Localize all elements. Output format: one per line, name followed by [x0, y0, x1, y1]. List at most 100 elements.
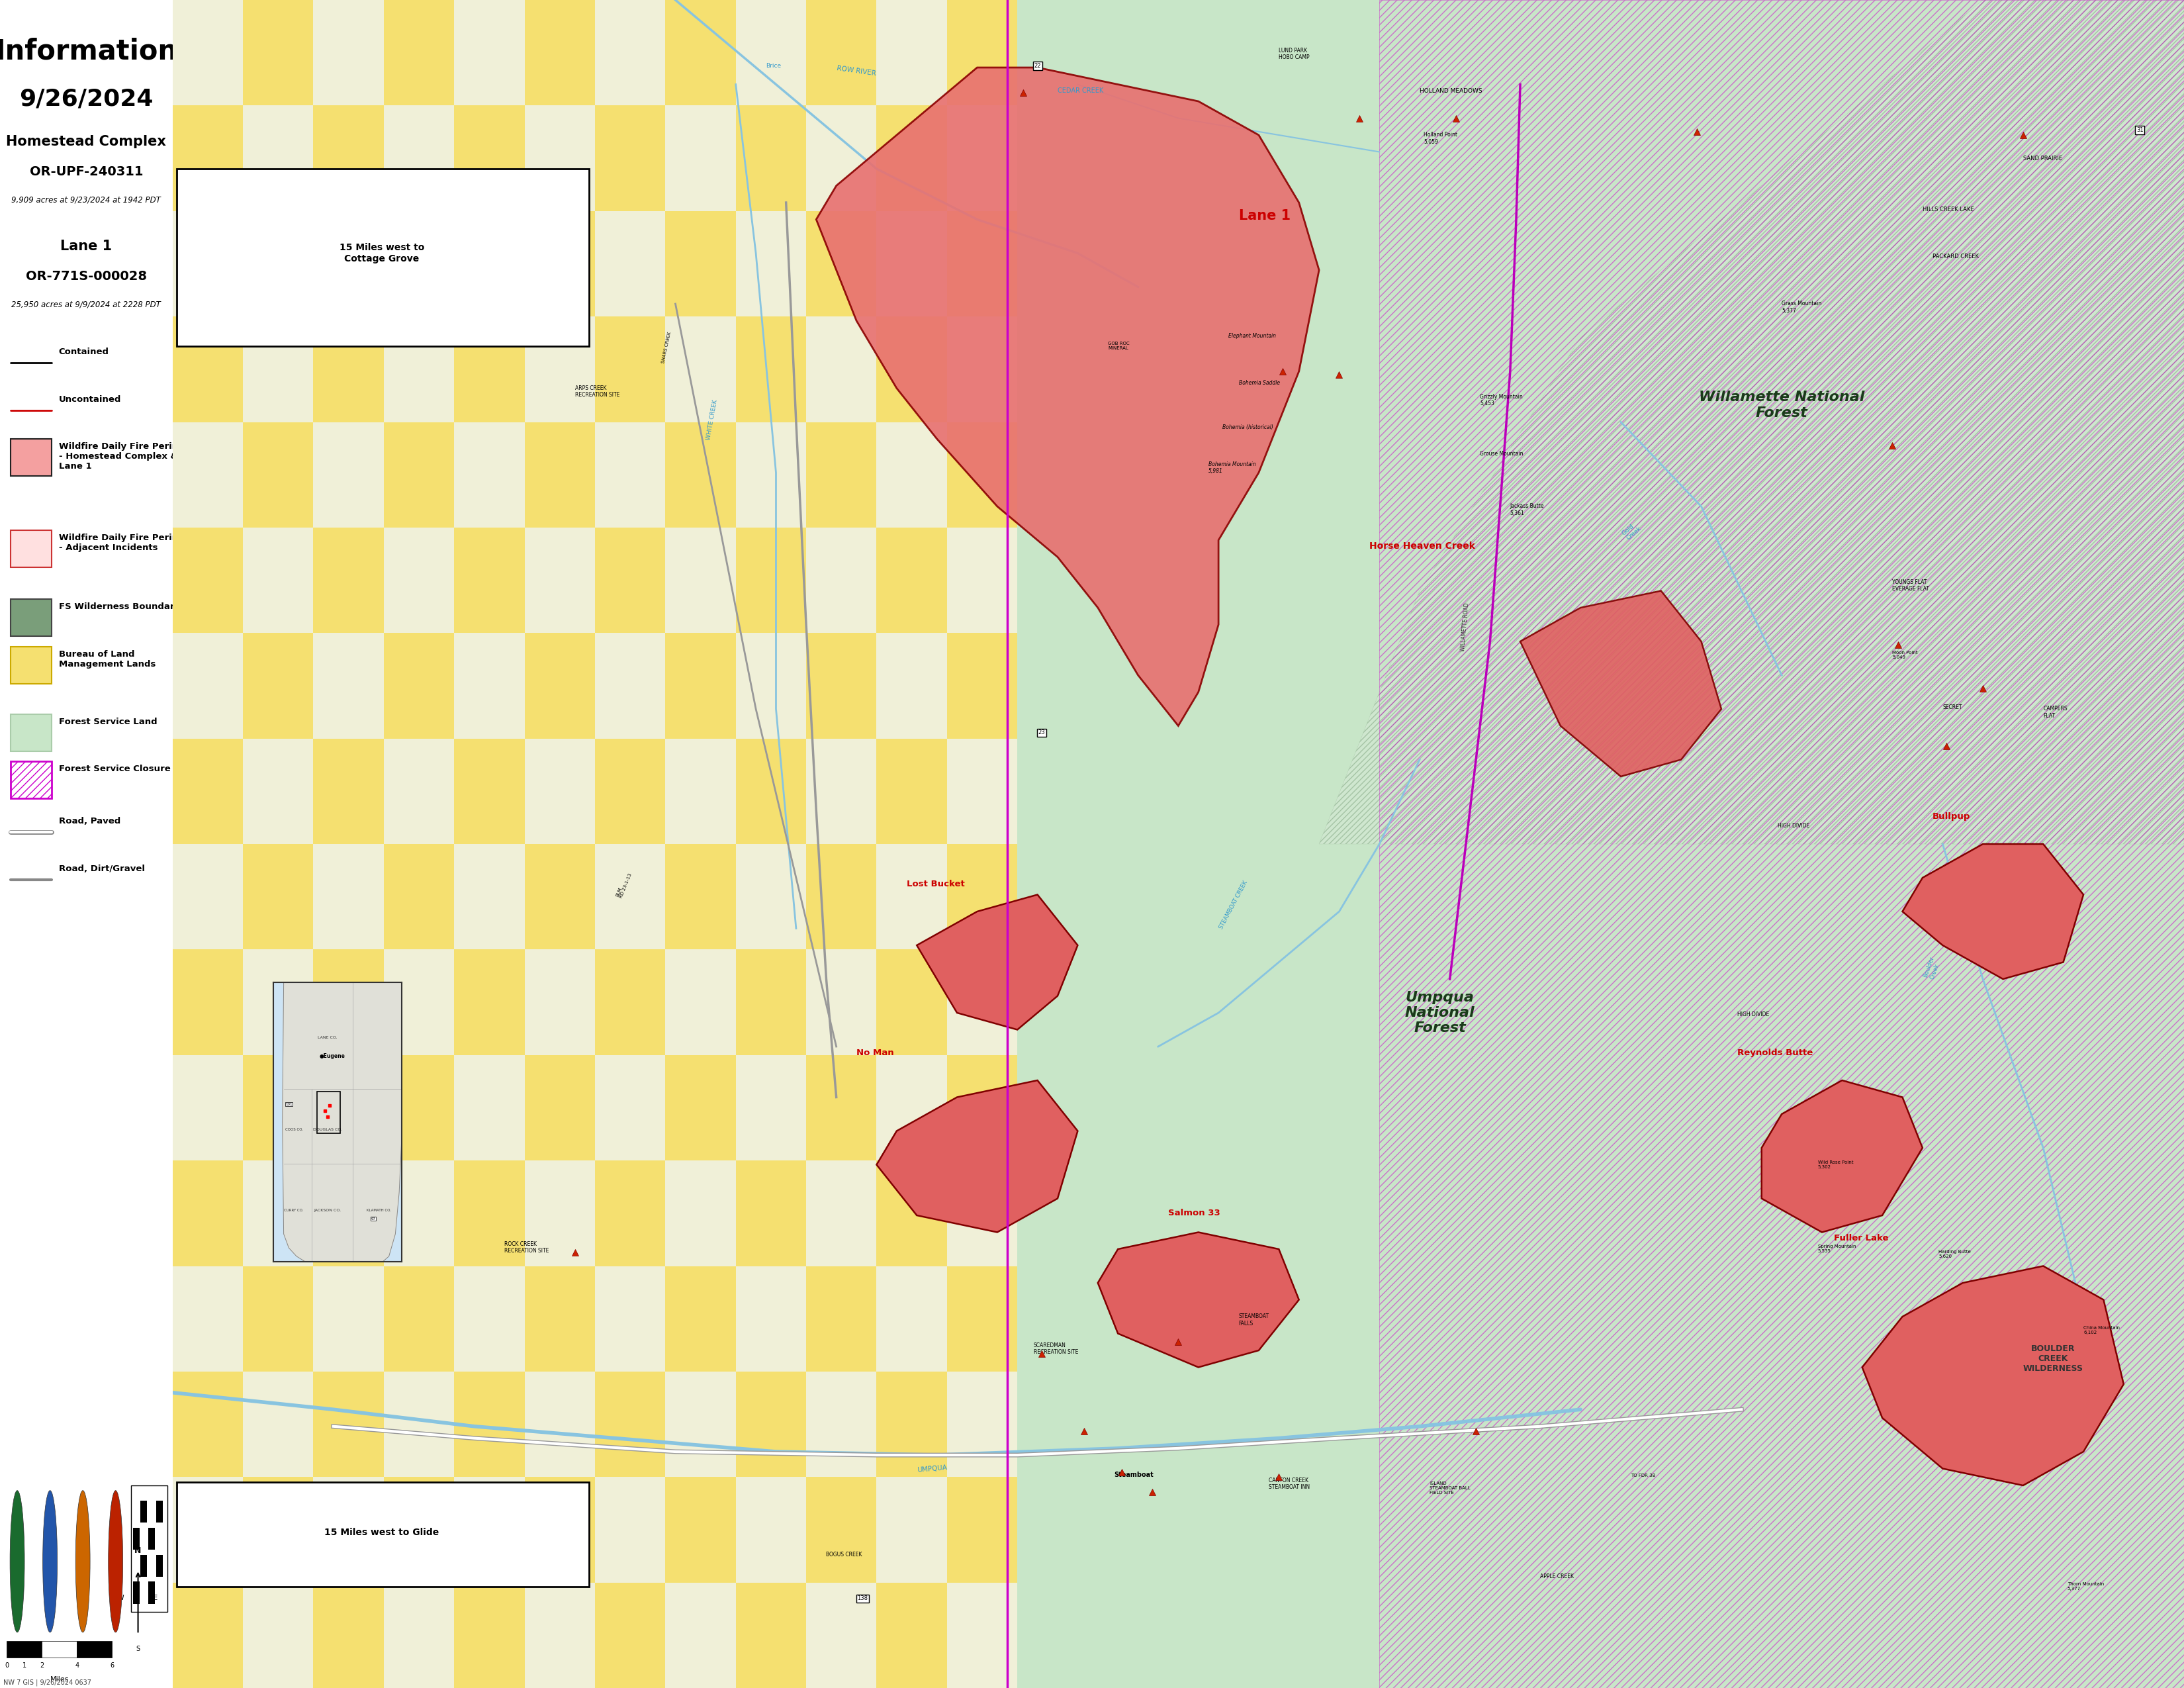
Bar	[666, 1477, 736, 1583]
Bar	[140, 1501, 146, 1523]
Bar	[524, 1055, 594, 1161]
Bar	[666, 1371, 736, 1477]
Text: Grouse Mountain: Grouse Mountain	[1481, 451, 1522, 457]
Bar	[736, 1477, 806, 1583]
Bar	[242, 739, 312, 844]
Bar	[454, 633, 524, 739]
Bar	[133, 1528, 140, 1550]
Text: 97: 97	[371, 1217, 376, 1220]
Bar	[736, 317, 806, 422]
Bar	[594, 1161, 666, 1266]
Bar	[384, 211, 454, 317]
Bar	[242, 422, 312, 527]
Bar	[140, 1555, 146, 1577]
Bar	[876, 844, 948, 949]
Text: APPLE CREEK: APPLE CREEK	[1540, 1573, 1575, 1580]
Bar	[242, 1055, 312, 1161]
Bar	[736, 1055, 806, 1161]
Text: Homestead Complex: Homestead Complex	[7, 135, 166, 149]
Circle shape	[44, 1491, 57, 1632]
Bar	[312, 1055, 384, 1161]
Bar	[736, 527, 806, 633]
Bar	[312, 422, 384, 527]
Bar	[594, 844, 666, 949]
Text: CAMPERS
FLAT: CAMPERS FLAT	[2044, 706, 2068, 719]
FancyBboxPatch shape	[177, 1482, 590, 1587]
Bar	[524, 633, 594, 739]
Bar	[666, 1161, 736, 1266]
Text: FS Wilderness Boundary: FS Wilderness Boundary	[59, 603, 179, 611]
Text: Lost Bucket: Lost Bucket	[906, 879, 965, 888]
Bar	[806, 1055, 876, 1161]
Bar	[806, 0, 876, 105]
Bar	[806, 527, 876, 633]
Text: SCAREDMAN
RECREATION SITE: SCAREDMAN RECREATION SITE	[1033, 1342, 1079, 1355]
Bar	[948, 317, 1018, 422]
Bar	[948, 1266, 1018, 1371]
Polygon shape	[1520, 591, 1721, 776]
Bar	[242, 1161, 312, 1266]
Bar	[948, 739, 1018, 844]
Text: 9/26/2024: 9/26/2024	[20, 88, 153, 110]
Text: Contained: Contained	[59, 348, 109, 356]
Bar	[666, 1583, 736, 1688]
Bar	[454, 527, 524, 633]
Bar	[173, 422, 242, 527]
Polygon shape	[1863, 1266, 2123, 1485]
Text: OR-771S-000028: OR-771S-000028	[26, 270, 146, 282]
Text: SECRET: SECRET	[1942, 704, 1961, 711]
Text: Bullpup: Bullpup	[1933, 812, 1970, 820]
Bar	[155, 1555, 162, 1577]
Bar	[312, 1583, 384, 1688]
Bar	[876, 633, 948, 739]
Bar	[806, 105, 876, 211]
Bar	[876, 1266, 948, 1371]
Bar	[876, 527, 948, 633]
Bar	[312, 527, 384, 633]
Bar	[666, 1055, 736, 1161]
Bar	[948, 633, 1018, 739]
Bar	[454, 739, 524, 844]
Text: Wildfire Daily Fire Perimeter
- Homestead Complex &
Lane 1: Wildfire Daily Fire Perimeter - Homestea…	[59, 442, 201, 471]
Bar	[11, 761, 52, 798]
Bar	[876, 1161, 948, 1266]
Text: Wildfire Daily Fire Perimeter
- Adjacent Incidents: Wildfire Daily Fire Perimeter - Adjacent…	[59, 533, 201, 552]
Polygon shape	[817, 68, 1319, 726]
Text: NW 7 GIS | 9/26/2024 0637: NW 7 GIS | 9/26/2024 0637	[4, 1680, 92, 1686]
Bar	[173, 527, 242, 633]
Bar	[736, 1583, 806, 1688]
Text: Wild Rose Point
5,302: Wild Rose Point 5,302	[1817, 1160, 1854, 1168]
Text: TO FDR 38: TO FDR 38	[1631, 1474, 1655, 1477]
Bar	[173, 1371, 242, 1477]
Bar	[666, 317, 736, 422]
Text: 101: 101	[286, 1102, 293, 1106]
Bar	[312, 211, 384, 317]
FancyBboxPatch shape	[177, 169, 590, 346]
Text: BOGUS CREEK: BOGUS CREEK	[826, 1551, 863, 1558]
Text: HIGH DIVIDE: HIGH DIVIDE	[1738, 1011, 1769, 1018]
Text: Reynolds Butte: Reynolds Butte	[1738, 1048, 1813, 1057]
Bar	[948, 949, 1018, 1055]
Bar	[948, 105, 1018, 211]
Bar	[454, 844, 524, 949]
Bar	[876, 422, 948, 527]
Text: KLAMATH CO.: KLAMATH CO.	[367, 1209, 391, 1212]
Bar	[384, 422, 454, 527]
Bar	[948, 422, 1018, 527]
Bar	[384, 1477, 454, 1583]
Circle shape	[76, 1491, 90, 1632]
Text: Umpqua
National
Forest: Umpqua National Forest	[1404, 991, 1474, 1035]
Text: BLM
RD 23-1-13: BLM RD 23-1-13	[616, 871, 633, 898]
Bar	[876, 105, 948, 211]
Bar	[312, 1477, 384, 1583]
Bar	[524, 949, 594, 1055]
Bar	[133, 1582, 140, 1604]
Text: Grass Mountain
5,377: Grass Mountain 5,377	[1782, 300, 1821, 314]
Bar	[948, 0, 1018, 105]
Bar	[173, 1161, 242, 1266]
Bar	[524, 211, 594, 317]
Bar	[524, 844, 594, 949]
Bar	[948, 527, 1018, 633]
Bar	[524, 105, 594, 211]
Bar	[173, 0, 242, 105]
